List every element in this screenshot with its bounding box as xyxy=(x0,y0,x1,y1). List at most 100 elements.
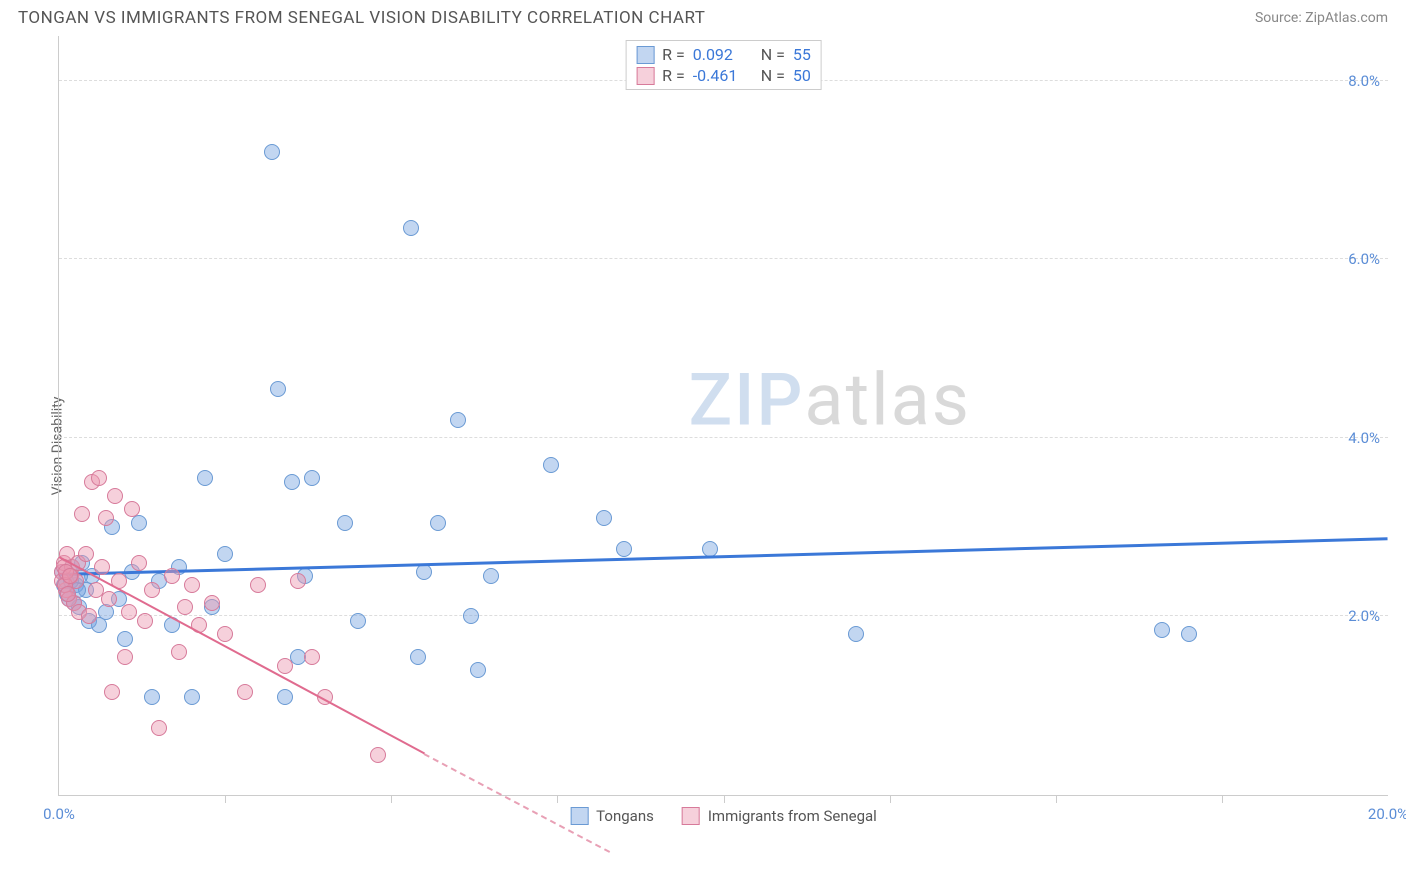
data-point xyxy=(290,573,306,589)
data-point xyxy=(184,689,200,705)
x-tick xyxy=(1056,795,1057,803)
legend-r-label: R = xyxy=(662,66,685,85)
y-tick-label: 6.0% xyxy=(1348,250,1380,268)
legend-r-label: R = xyxy=(662,45,685,64)
y-tick-label: 4.0% xyxy=(1348,429,1380,447)
data-point xyxy=(277,658,293,674)
data-point xyxy=(543,457,559,473)
correlation-legend: R =0.092N =55R =-0.461N =50 xyxy=(625,40,822,90)
watermark-part1: ZIP xyxy=(689,358,805,443)
data-point xyxy=(277,689,293,705)
x-tick-label: 20.0% xyxy=(1368,805,1406,823)
x-tick xyxy=(391,795,392,803)
data-point xyxy=(470,662,486,678)
data-point xyxy=(197,470,213,486)
data-point xyxy=(337,515,353,531)
x-tick xyxy=(1222,795,1223,803)
data-point xyxy=(596,510,612,526)
data-point xyxy=(144,689,160,705)
legend-item: Immigrants from Senegal xyxy=(682,807,877,825)
data-point xyxy=(237,684,253,700)
data-point xyxy=(204,595,220,611)
legend-swatch xyxy=(570,807,588,825)
data-point xyxy=(131,555,147,571)
data-point xyxy=(217,626,233,642)
gridline xyxy=(59,437,1388,438)
data-point xyxy=(151,720,167,736)
plot-area: ZIPatlas R =0.092N =55R =-0.461N =50 Ton… xyxy=(58,36,1388,796)
data-point xyxy=(91,470,107,486)
legend-row: R = -0.461 N = 50 xyxy=(636,66,811,85)
data-point xyxy=(98,510,114,526)
x-tick xyxy=(724,795,725,803)
data-point xyxy=(107,488,123,504)
data-point xyxy=(270,381,286,397)
chart-source: Source: ZipAtlas.com xyxy=(1255,10,1388,26)
data-point xyxy=(121,604,137,620)
trend-line-dashed xyxy=(424,753,611,853)
data-point xyxy=(264,144,280,160)
data-point xyxy=(94,559,110,575)
data-point xyxy=(164,568,180,584)
data-point xyxy=(177,599,193,615)
data-point xyxy=(1154,622,1170,638)
trend-line xyxy=(59,538,1388,577)
data-point xyxy=(124,501,140,517)
data-point xyxy=(137,613,153,629)
trend-line xyxy=(59,556,425,754)
data-point xyxy=(463,608,479,624)
data-point xyxy=(350,613,366,629)
data-point xyxy=(250,577,266,593)
y-tick-label: 2.0% xyxy=(1348,607,1380,625)
legend-r-value: -0.461 xyxy=(693,66,753,85)
data-point xyxy=(1181,626,1197,642)
data-point xyxy=(117,631,133,647)
data-point xyxy=(81,608,97,624)
gridline xyxy=(59,258,1388,259)
data-point xyxy=(616,541,632,557)
data-point xyxy=(370,747,386,763)
data-point xyxy=(98,604,114,620)
series-legend: Tongans Immigrants from Senegal xyxy=(570,807,877,825)
data-point xyxy=(403,220,419,236)
legend-n-label: N = xyxy=(761,66,785,85)
data-point xyxy=(184,577,200,593)
legend-label: Tongans xyxy=(596,807,654,825)
gridline xyxy=(59,615,1388,616)
chart-header: TONGAN VS IMMIGRANTS FROM SENEGAL VISION… xyxy=(0,0,1406,32)
legend-r-value: 0.092 xyxy=(693,45,753,64)
legend-n-value: 50 xyxy=(793,66,811,85)
legend-swatch xyxy=(636,67,654,85)
legend-row: R =0.092N =55 xyxy=(636,45,811,64)
x-tick-label: 0.0% xyxy=(43,805,75,823)
data-point xyxy=(144,582,160,598)
legend-swatch xyxy=(636,46,654,64)
data-point xyxy=(304,470,320,486)
data-point xyxy=(217,546,233,562)
watermark: ZIPatlas xyxy=(689,358,971,443)
legend-label: Immigrants from Senegal xyxy=(708,807,877,825)
data-point xyxy=(410,649,426,665)
data-point xyxy=(78,546,94,562)
data-point xyxy=(171,644,187,660)
x-tick xyxy=(890,795,891,803)
data-point xyxy=(483,568,499,584)
y-tick-label: 8.0% xyxy=(1348,72,1380,90)
data-point xyxy=(74,506,90,522)
data-point xyxy=(101,591,117,607)
legend-item: Tongans xyxy=(570,807,654,825)
watermark-part2: atlas xyxy=(804,358,971,443)
data-point xyxy=(60,586,76,602)
data-point xyxy=(104,684,120,700)
data-point xyxy=(284,474,300,490)
data-point xyxy=(848,626,864,642)
data-point xyxy=(430,515,446,531)
legend-n-label: N = xyxy=(761,45,785,64)
chart-title: TONGAN VS IMMIGRANTS FROM SENEGAL VISION… xyxy=(18,8,705,28)
data-point xyxy=(62,568,78,584)
data-point xyxy=(117,649,133,665)
x-tick xyxy=(225,795,226,803)
data-point xyxy=(450,412,466,428)
chart-container: Vision Disability ZIPatlas R =0.092N =55… xyxy=(18,36,1388,856)
data-point xyxy=(304,649,320,665)
